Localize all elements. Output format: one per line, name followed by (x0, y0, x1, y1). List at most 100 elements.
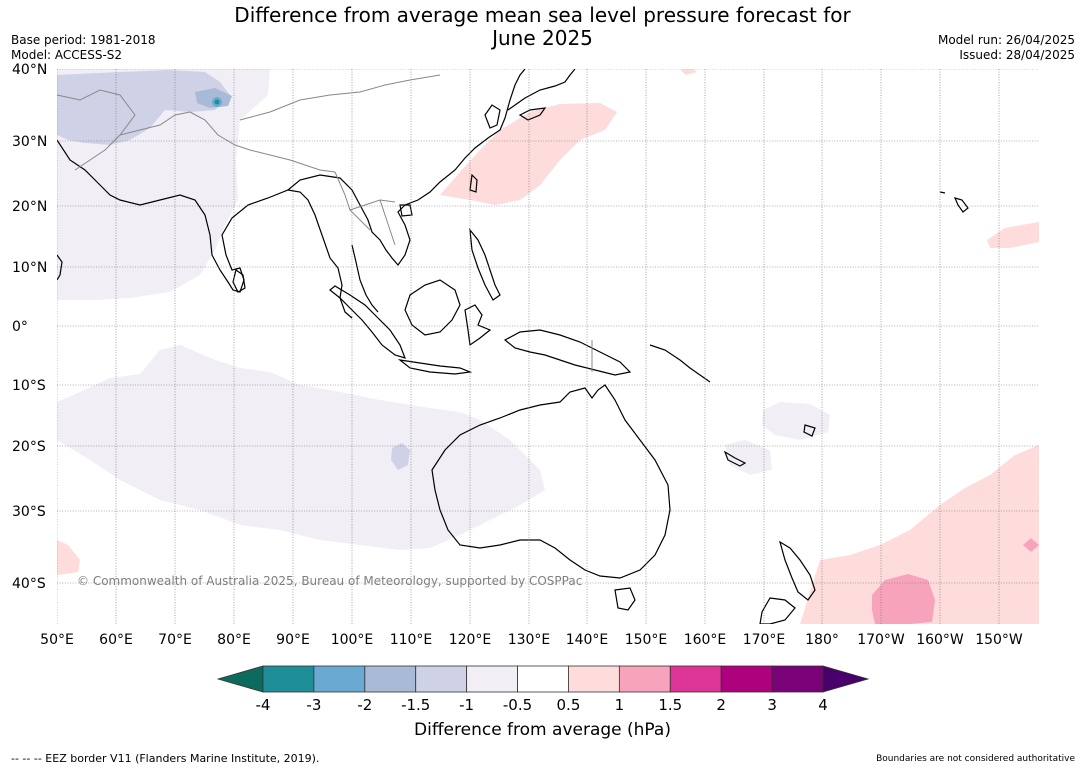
negative-anomaly-tibet (195, 88, 232, 108)
malay-peninsula (351, 244, 379, 313)
positive-anomaly-core (872, 574, 935, 624)
africa-coast (57, 254, 63, 281)
positive-anomaly-nw-pacific (440, 103, 617, 205)
hainan (399, 204, 413, 217)
colorbar-segment (466, 665, 518, 693)
latitude-labels: 40°N 30°N 20°N 10°N 0° 10°S 20°S 30°S 40°S (12, 62, 47, 592)
negative-anomaly-small (391, 443, 410, 470)
copyright-notice: © Commonwealth of Australia 2025, Bureau… (77, 574, 583, 588)
colorbar-tick: -2 (357, 696, 372, 714)
title-line-1: Difference from average mean sea level p… (234, 3, 851, 27)
lon-label: 70°E (158, 632, 192, 648)
australia (431, 384, 671, 579)
colorbar-tick: 0.5 (557, 696, 581, 714)
positive-anomaly-west (57, 540, 80, 575)
lat-label: 10°S (12, 378, 46, 394)
lon-label: 80°E (217, 632, 251, 648)
colorbar: -4 -3 -2 -1.5 -1 -0.5 0.5 1 1.5 2 3 4 (216, 665, 870, 714)
lat-label: 30°S (12, 504, 46, 520)
sumatra (329, 285, 406, 359)
issued-date: Issued: 28/04/2025 (959, 48, 1075, 62)
negative-anomaly-peak-2 (214, 99, 220, 105)
colorbar-segment (568, 665, 620, 693)
title-line-2: June 2025 (492, 26, 593, 50)
new-zealand-north (779, 540, 816, 601)
colorbar-tick: 4 (818, 696, 828, 714)
colorbar-extend-low (216, 665, 264, 693)
lon-label: 130°E (508, 632, 551, 648)
lon-label: 50°E (40, 632, 74, 648)
colorbar-extend-high (822, 665, 870, 693)
tasmania (614, 587, 636, 611)
positive-anomaly-south-pacific (800, 445, 1039, 624)
lat-label: 20°S (12, 439, 46, 455)
lat-label: 40°N (12, 62, 47, 78)
anomaly-shading (57, 69, 1039, 624)
eez-border-note: -- -- -- EEZ border V11 (Flanders Marine… (11, 752, 320, 765)
lat-label: 10°N (12, 260, 47, 276)
meta-left: Base period: 1981-2018 Model: ACCESS-S2 (11, 33, 156, 63)
negative-anomaly-pacific-2 (725, 440, 772, 475)
lon-label: 120°E (449, 632, 492, 648)
lat-label: 40°S (12, 576, 46, 592)
colorbar-tick: 1 (615, 696, 625, 714)
borneo (404, 279, 461, 336)
colorbar-segment (618, 665, 671, 693)
colorbar-segment (415, 665, 468, 693)
meta-right: Model run: 26/04/2025 Issued: 28/04/2025 (938, 33, 1075, 63)
lon-label: 90°E (276, 632, 310, 648)
map-title: Difference from average mean sea level p… (0, 4, 1085, 50)
negative-anomaly-pacific (762, 402, 830, 440)
coastlines (57, 69, 969, 624)
new-caledonia (723, 450, 747, 467)
colorbar-tick: 1.5 (658, 696, 682, 714)
base-period: Base period: 1981-2018 (11, 33, 156, 47)
hawaii (939, 191, 969, 213)
colorbar-tick: -1 (459, 696, 474, 714)
positive-anomaly-east (987, 222, 1039, 248)
colorbar-segment (313, 665, 366, 693)
colorbar-segment (720, 665, 773, 693)
colorbar-tick: 2 (716, 696, 726, 714)
fiji (803, 424, 816, 437)
colorbar-segment (262, 665, 315, 693)
lon-label: 110°E (390, 632, 433, 648)
lon-label: 60°E (99, 632, 133, 648)
colorbar-label: Difference from average (hPa) (414, 720, 671, 740)
lat-label: 20°N (12, 199, 47, 215)
lon-label: 100°E (331, 632, 374, 648)
japan (507, 69, 576, 121)
model-name: Model: ACCESS-S2 (11, 48, 123, 62)
map-area (57, 69, 1039, 624)
philippines (469, 228, 501, 301)
positive-anomaly-small-north (680, 69, 697, 75)
colorbar-tick: -4 (256, 696, 271, 714)
lat-label: 30°N (12, 134, 47, 150)
lon-label: 160°E (684, 632, 727, 648)
solomons (649, 344, 711, 383)
colorbar-tick: 3 (767, 696, 777, 714)
java (397, 359, 473, 375)
new-zealand-south (759, 597, 796, 624)
border-china (239, 74, 441, 121)
colorbar-tick: -3 (306, 696, 321, 714)
negative-anomaly-core (57, 70, 230, 145)
korea (484, 104, 501, 129)
sri-lanka (232, 268, 246, 293)
colorbar-segment (517, 665, 569, 693)
new-guinea (503, 329, 632, 376)
lon-label: 150°W (975, 632, 1023, 648)
border-se-asia (334, 171, 396, 246)
colorbar-tick: -1.5 (401, 696, 430, 714)
colorbar-segment (771, 665, 824, 693)
lon-label: 150°E (625, 632, 668, 648)
border-middle-east (57, 89, 191, 171)
lat-label: 0° (12, 319, 28, 335)
lon-label: 160°W (916, 632, 964, 648)
model-run: Model run: 26/04/2025 (937, 33, 1075, 47)
lon-label: 140°E (566, 632, 609, 648)
south-asia-coast (287, 69, 526, 266)
border-south-asia (189, 111, 336, 173)
lon-label: 170°E (743, 632, 786, 648)
